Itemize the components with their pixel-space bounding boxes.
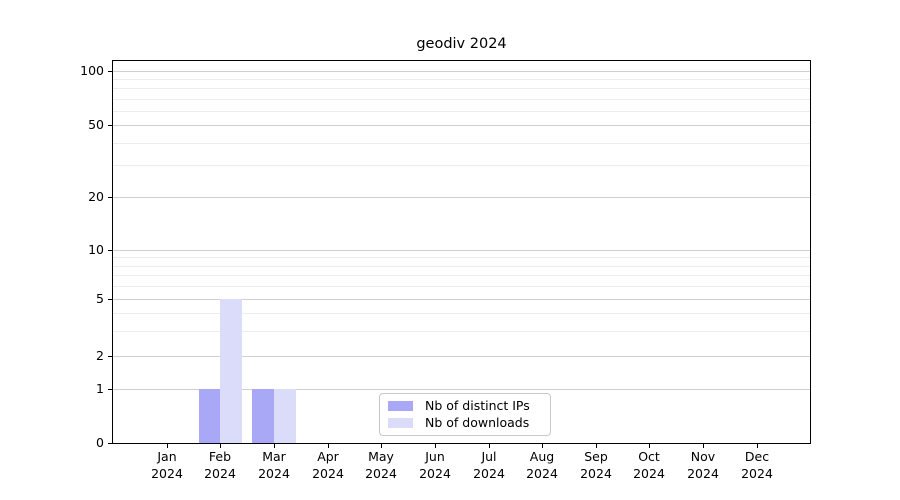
x-tick-mark [757,444,758,448]
x-tick-month: Jan [157,449,177,464]
x-tick-label: Nov 2024 [671,448,735,482]
x-tick-label: Dec 2024 [725,448,789,482]
x-tick-month: Jul [481,449,497,464]
gridline-minor [113,99,810,100]
y-tick-label: 5 [96,291,104,306]
x-tick-mark [489,444,490,448]
x-tick-month: Apr [317,449,339,464]
x-tick-month: Aug [529,449,555,464]
y-tick-mark [108,71,112,72]
x-tick-label: May 2024 [349,448,413,482]
y-tick-label: 100 [80,63,104,78]
legend-swatch-distinct-ips [388,401,413,412]
legend-label-distinct-ips: Nb of distinct IPs [425,398,530,414]
gridline-minor [113,143,810,144]
x-tick-month: Sep [584,449,608,464]
y-tick-mark [108,299,112,300]
gridline-major [113,71,810,72]
y-tick-label: 20 [88,189,104,204]
x-tick-mark [167,444,168,448]
x-tick-label: Mar 2024 [242,448,306,482]
x-tick-year: 2024 [258,466,290,481]
x-tick-year: 2024 [526,466,558,481]
x-tick-mark [649,444,650,448]
x-tick-mark [220,444,221,448]
bar [220,299,243,443]
y-tick-mark [108,197,112,198]
gridline-minor [113,165,810,166]
gridline-major [113,389,810,390]
x-tick-year: 2024 [473,466,505,481]
x-tick-year: 2024 [580,466,612,481]
y-tick-label: 50 [88,117,104,132]
x-tick-month: May [368,449,394,464]
legend: Nb of distinct IPs Nb of downloads [379,393,551,436]
y-tick-mark [108,389,112,390]
x-tick-year: 2024 [741,466,773,481]
gridline-minor [113,313,810,314]
x-tick-month: Nov [690,449,716,464]
x-tick-mark [381,444,382,448]
x-tick-year: 2024 [687,466,719,481]
legend-label-downloads: Nb of downloads [425,414,530,430]
x-tick-mark [328,444,329,448]
legend-item-distinct-ips: Nb of distinct IPs [388,398,550,415]
chart-title: geodiv 2024 [416,36,507,52]
y-tick-mark [108,443,112,444]
x-tick-month: Oct [638,449,660,464]
legend-swatch-downloads [388,417,413,428]
x-tick-label: Sep 2024 [564,448,628,482]
x-tick-year: 2024 [365,466,397,481]
gridline-major [113,250,810,251]
x-tick-mark [703,444,704,448]
gridline-major [113,125,810,126]
legend-item-downloads: Nb of downloads [388,415,550,432]
bar [252,389,274,443]
x-tick-year: 2024 [204,466,236,481]
y-tick-mark [108,250,112,251]
y-tick-label: 2 [96,348,104,363]
y-tick-mark [108,125,112,126]
plot-area [112,60,811,444]
gridline-minor [113,111,810,112]
x-tick-label: Apr 2024 [296,448,360,482]
y-tick-label: 0 [96,435,104,450]
x-tick-label: Jul 2024 [457,448,521,482]
y-tick-label: 10 [88,242,104,257]
gridline-minor [113,331,810,332]
x-tick-year: 2024 [419,466,451,481]
gridline-minor [113,88,810,89]
gridline-minor [113,257,810,258]
x-tick-year: 2024 [151,466,183,481]
gridline-major [113,197,810,198]
x-tick-label: Oct 2024 [617,448,681,482]
gridline-minor [113,266,810,267]
x-tick-month: Feb [208,449,232,464]
x-tick-label: Jan 2024 [135,448,199,482]
x-tick-label: Aug 2024 [510,448,574,482]
x-tick-mark [542,444,543,448]
bar [198,389,221,443]
x-tick-label: Feb 2024 [188,448,252,482]
x-tick-mark [435,444,436,448]
x-tick-month: Jun [425,449,445,464]
bar [274,389,296,443]
gridline-major [113,356,810,357]
x-tick-year: 2024 [633,466,665,481]
x-tick-month: Mar [262,449,286,464]
gridline-minor [113,275,810,276]
x-tick-mark [274,444,275,448]
y-tick-label: 1 [96,381,104,396]
x-tick-year: 2024 [312,466,344,481]
x-tick-label: Jun 2024 [403,448,467,482]
gridline-major [113,299,810,300]
gridline-minor [113,79,810,80]
gridline-minor [113,286,810,287]
x-tick-mark [596,444,597,448]
x-tick-month: Dec [744,449,770,464]
y-tick-mark [108,356,112,357]
